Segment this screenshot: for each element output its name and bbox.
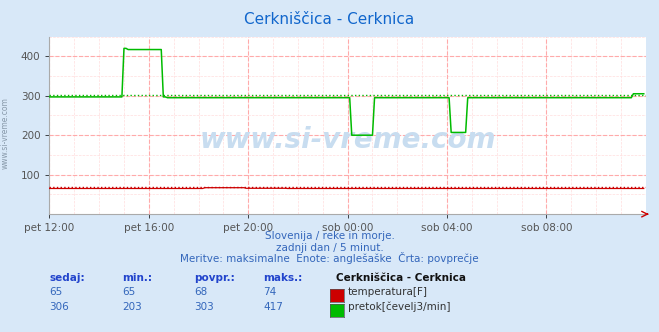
Text: 417: 417: [264, 302, 283, 312]
Text: povpr.:: povpr.:: [194, 273, 235, 283]
Text: 65: 65: [122, 288, 135, 297]
Text: temperatura[F]: temperatura[F]: [348, 288, 428, 297]
Text: Cerkniščica - Cerknica: Cerkniščica - Cerknica: [336, 273, 466, 283]
Text: Cerkniščica - Cerknica: Cerkniščica - Cerknica: [244, 12, 415, 27]
Text: 68: 68: [194, 288, 208, 297]
Text: pretok[čevelj3/min]: pretok[čevelj3/min]: [348, 302, 451, 312]
Text: 74: 74: [264, 288, 277, 297]
Text: 65: 65: [49, 288, 63, 297]
Text: min.:: min.:: [122, 273, 152, 283]
Text: sedaj:: sedaj:: [49, 273, 85, 283]
Text: www.si-vreme.com: www.si-vreme.com: [200, 125, 496, 153]
Text: Slovenija / reke in morje.: Slovenija / reke in morje.: [264, 231, 395, 241]
Text: 306: 306: [49, 302, 69, 312]
Text: zadnji dan / 5 minut.: zadnji dan / 5 minut.: [275, 243, 384, 253]
Text: maks.:: maks.:: [264, 273, 303, 283]
Text: www.si-vreme.com: www.si-vreme.com: [1, 97, 10, 169]
Text: 203: 203: [122, 302, 142, 312]
Text: Meritve: maksimalne  Enote: anglešaške  Črta: povprečje: Meritve: maksimalne Enote: anglešaške Čr…: [180, 252, 479, 264]
Text: 303: 303: [194, 302, 214, 312]
